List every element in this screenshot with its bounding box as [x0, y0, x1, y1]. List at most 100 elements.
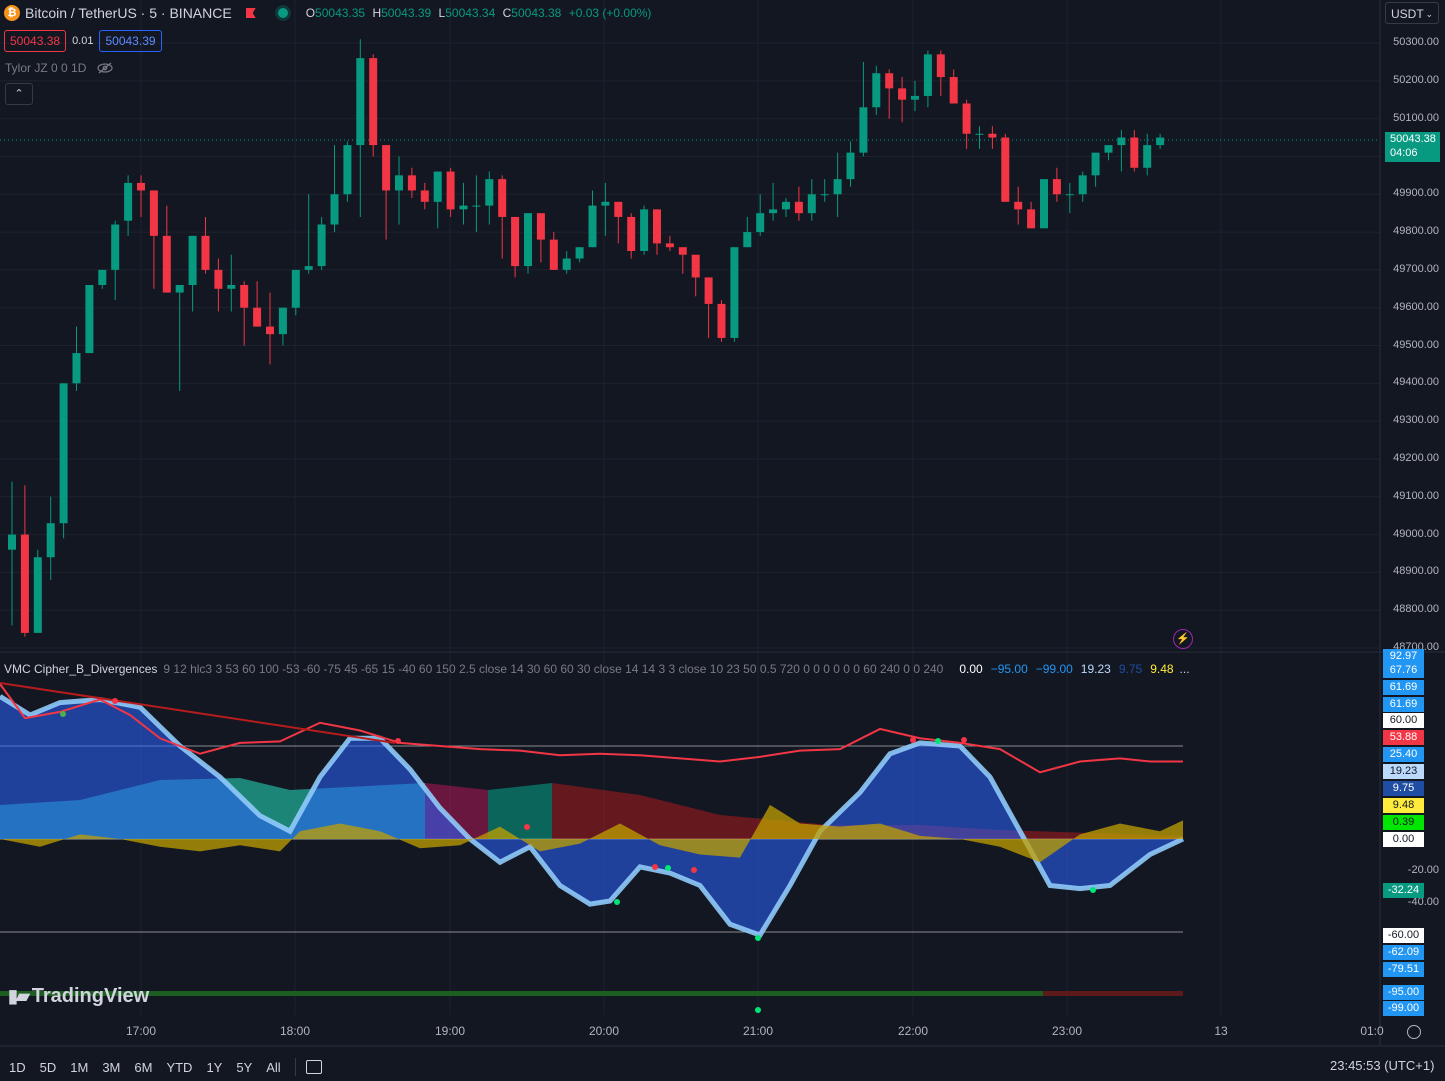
range-button[interactable]: 3M [102, 1059, 121, 1075]
low-value: 50043.34 [445, 6, 496, 20]
candle-body [756, 213, 765, 233]
price-tick: 49100.00 [1393, 489, 1439, 502]
oscillator-value: 9.48 [1150, 662, 1174, 676]
candle-body [923, 54, 932, 96]
price-tick: 49500.00 [1393, 338, 1439, 351]
candle-body [420, 190, 429, 202]
clock[interactable]: 23:45:53 (UTC+1) [1330, 1058, 1435, 1073]
market-status-icon[interactable] [277, 8, 288, 18]
bottom-toolbar: 1D 5D 1M 3M 6M YTD 1Y 5Y All [9, 1058, 322, 1076]
last-price-badge: 50043.38 04:06 [1385, 132, 1440, 162]
oscillator-badge: 0.00 [1383, 832, 1424, 847]
candle-body [1052, 179, 1061, 195]
indicator-name: Tylor JZ 0 0 1D [5, 61, 87, 75]
range-button[interactable]: 5Y [236, 1059, 253, 1075]
collapse-legend-button[interactable]: ⌃ [5, 83, 33, 105]
candle-body [936, 54, 945, 78]
candle-body [717, 303, 726, 338]
time-tick: 23:00 [1051, 1024, 1083, 1038]
candle-body [524, 213, 532, 267]
candle-body [433, 171, 442, 202]
candle-body [485, 179, 494, 206]
candle-body [59, 383, 68, 524]
range-button[interactable]: 1Y [206, 1059, 223, 1075]
range-button[interactable]: 1M [70, 1059, 89, 1075]
symbol-title[interactable]: Bitcoin / TetherUS · 5 · BINANCE [25, 5, 232, 21]
candle-body [1078, 175, 1087, 195]
oscillator-badge: 25.40 [1383, 747, 1424, 762]
candle-body [640, 209, 649, 251]
change-value: +0.03 (+0.00%) [568, 6, 652, 20]
signal-dot [60, 711, 66, 717]
currency-button[interactable]: USDT ⌄ [1385, 2, 1439, 24]
signal-dot [961, 737, 967, 743]
close-label: C [502, 6, 512, 20]
oscillator-badge: 92.97 [1383, 649, 1424, 664]
candle-body [562, 258, 571, 270]
candle-body [356, 58, 365, 146]
candle-body [833, 179, 842, 195]
candle-body [162, 235, 171, 293]
oscillator-badge: 9.48 [1383, 798, 1424, 813]
candle-body [704, 277, 713, 304]
oscillator-badge: 9.75 [1383, 781, 1424, 796]
close-value: 50043.38 [511, 6, 562, 20]
candle-body [911, 95, 919, 100]
tradingview-logo-icon: ▮▰ [8, 986, 30, 1006]
oscillator-badge: -99.00 [1383, 1001, 1424, 1016]
chevron-down-icon: ⌄ [1425, 9, 1433, 19]
candle-body [614, 201, 623, 217]
candle-body [1117, 137, 1126, 146]
candle-body [1014, 201, 1023, 210]
toolbar-divider [294, 1058, 296, 1076]
candle-body [343, 145, 352, 195]
candle-body [1143, 145, 1152, 168]
eye-hidden-icon[interactable] [96, 62, 114, 74]
indicator-legend[interactable]: Tylor JZ 0 0 1D [5, 61, 114, 75]
flag-icon[interactable] [245, 8, 256, 18]
price-tick: 50200.00 [1393, 73, 1439, 86]
candle-body [46, 523, 55, 558]
symbol-legend: ₿ Bitcoin / TetherUS · 5 · BINANCE O5004… [4, 4, 651, 22]
signal-dot [910, 737, 916, 743]
oscillator-legend[interactable]: VMC Cipher_B_Divergences 9 12 hlc3 3 53 … [4, 662, 1190, 676]
candle-body [175, 285, 184, 293]
time-tick: 01:0 [1360, 1024, 1384, 1038]
calendar-goto-icon[interactable] [305, 1060, 322, 1074]
watermark-text: TradingView [31, 985, 150, 1007]
signal-dot [1090, 887, 1096, 893]
low-label: L [438, 6, 446, 20]
candle-body [769, 209, 778, 214]
candle-body [124, 182, 133, 221]
oscillator-plot [0, 682, 1185, 1013]
candle-body [111, 224, 120, 270]
candle-body [601, 201, 610, 206]
price-tick: 50300.00 [1393, 36, 1439, 48]
range-button[interactable]: 1D [9, 1059, 26, 1075]
tradingview-watermark[interactable]: ▮▰ TradingView [8, 985, 149, 1008]
candle-body [536, 213, 545, 240]
sell-button[interactable]: 50043.38 [4, 30, 67, 52]
candle-body [201, 235, 210, 270]
signal-dot [755, 935, 761, 941]
signal-dot [614, 899, 620, 905]
oscillator-values: 0.00 −95.00 −99.00 19.23 9.75 9.48 [959, 662, 1173, 676]
candle-body [8, 534, 16, 550]
range-button[interactable]: All [266, 1059, 281, 1075]
candle-body [807, 194, 816, 214]
signal-dot [652, 864, 658, 870]
range-button[interactable]: 5D [39, 1059, 57, 1075]
time-tick: 20:00 [588, 1024, 620, 1038]
osc-axis-tick: -40.00 [1407, 896, 1439, 908]
price-tick: 48900.00 [1393, 565, 1439, 578]
lightning-icon[interactable]: ⚡ [1173, 629, 1193, 649]
oscillator-value: −99.00 [1035, 662, 1073, 676]
candle-body [188, 235, 197, 285]
buy-button[interactable]: 50043.39 [99, 30, 162, 52]
signal-dot [112, 698, 118, 704]
price-tick: 49400.00 [1393, 376, 1439, 389]
range-button[interactable]: 6M [134, 1059, 153, 1075]
range-button[interactable]: YTD [166, 1059, 193, 1075]
axis-settings-icon[interactable] [1407, 1025, 1421, 1039]
